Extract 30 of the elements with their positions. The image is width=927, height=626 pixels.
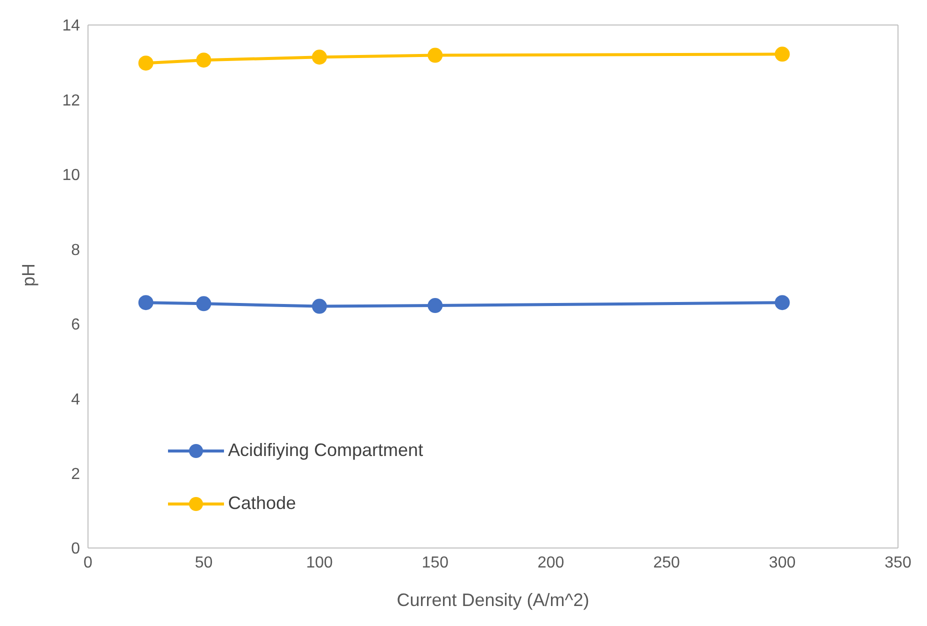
x-tick-label: 300 <box>768 554 796 572</box>
x-tick-label: 200 <box>538 554 564 572</box>
y-axis-title: pH <box>18 263 38 286</box>
y-tick-label: 6 <box>71 316 80 334</box>
y-tick-label: 4 <box>71 391 80 408</box>
point <box>774 295 790 310</box>
point <box>312 50 327 65</box>
point <box>428 48 443 63</box>
legend-label: Cathode <box>228 493 296 514</box>
point <box>428 298 443 314</box>
point <box>138 56 154 71</box>
point <box>196 52 212 68</box>
y-tick-label: 12 <box>62 92 80 110</box>
y-tick-label: 10 <box>62 167 80 184</box>
x-tick-label: 100 <box>306 554 333 572</box>
legend-label: Acidifiying Compartment <box>228 440 424 461</box>
x-tick-label: 50 <box>194 554 213 572</box>
y-tick-label: 8 <box>71 242 80 259</box>
y-tick-label: 0 <box>71 540 80 558</box>
x-tick-label: 250 <box>653 554 680 572</box>
y-tick-label: 14 <box>62 18 80 35</box>
y-tick-label: 2 <box>71 466 80 483</box>
x-tick-label: 350 <box>884 554 912 572</box>
point <box>774 46 790 62</box>
point <box>138 295 154 310</box>
point <box>312 298 327 314</box>
x-tick-label: 0 <box>84 554 93 572</box>
point <box>196 296 212 312</box>
x-axis-title: Current Density (A/m^2) <box>396 590 590 610</box>
x-tick-label: 150 <box>422 554 449 572</box>
